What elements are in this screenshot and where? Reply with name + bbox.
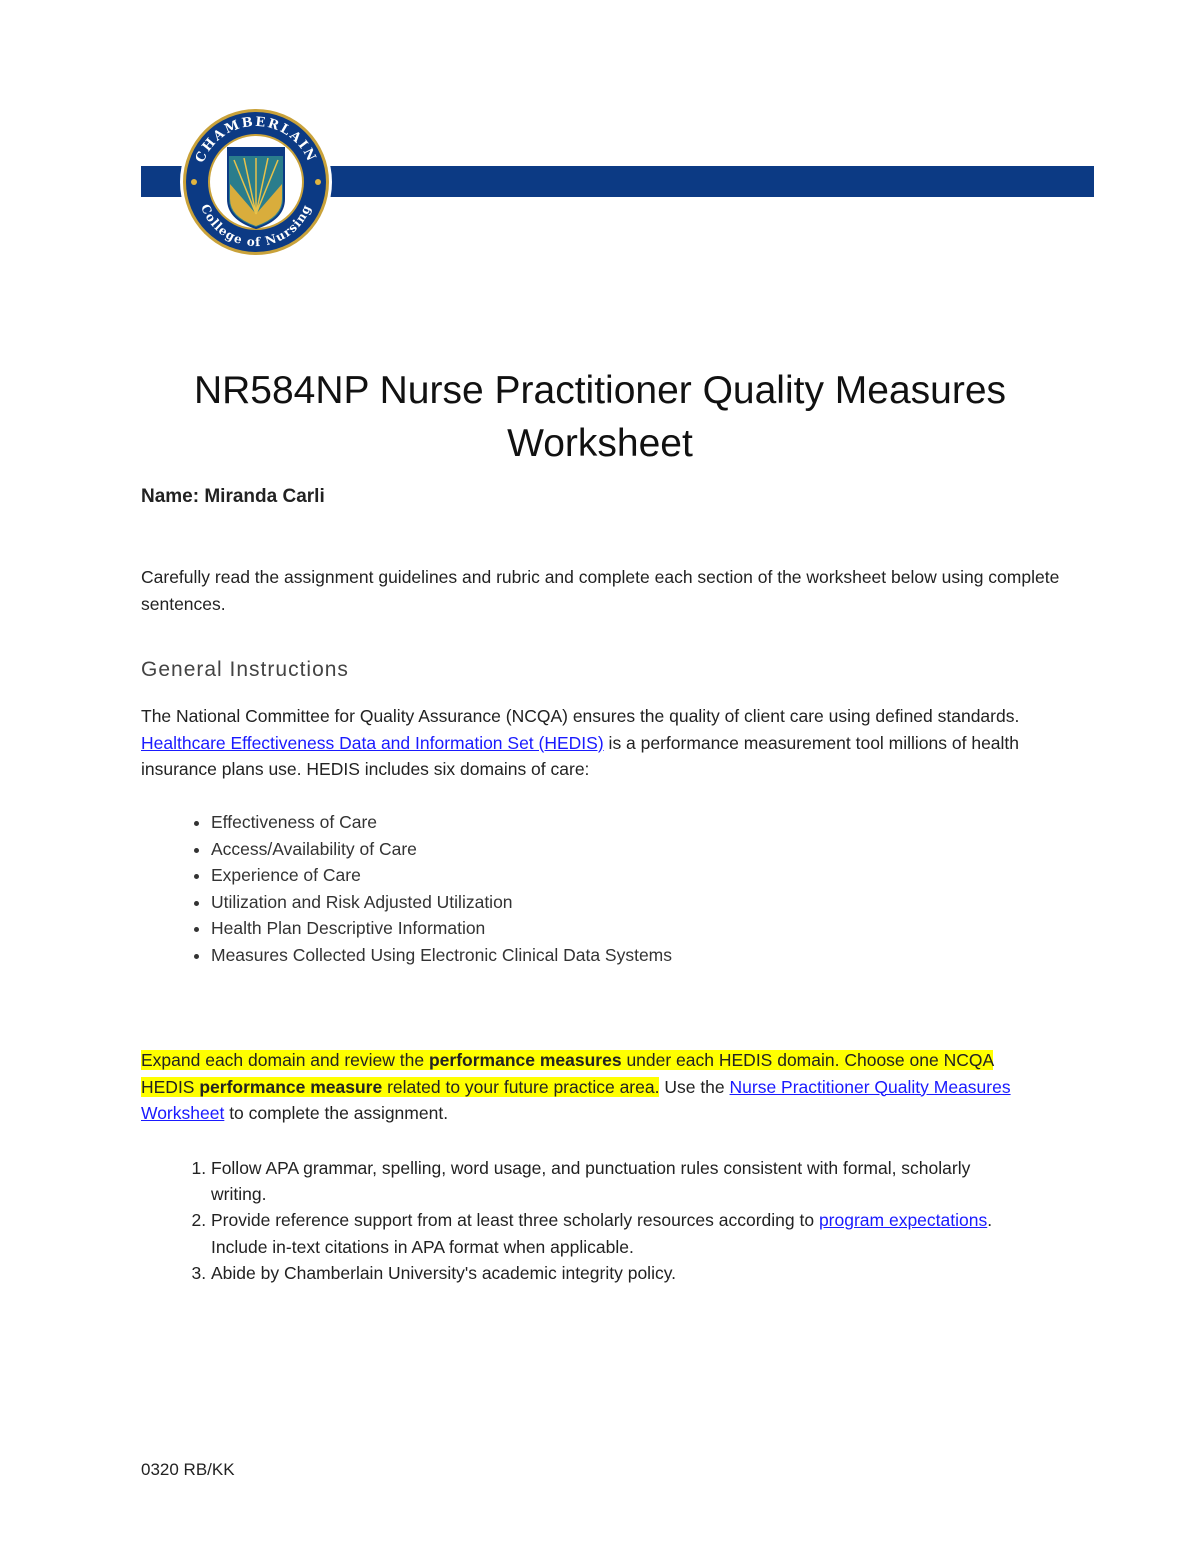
- list-item: Follow APA grammar, spelling, word usage…: [211, 1155, 1011, 1207]
- list-item: Provide reference support from at least …: [211, 1207, 1011, 1259]
- task-paragraph: Expand each domain and review the perfor…: [141, 1050, 1011, 1124]
- chamberlain-logo: CHAMBERLAIN College of Nursing: [180, 106, 332, 258]
- hedis-link[interactable]: Healthcare Effectiveness Data and Inform…: [141, 732, 604, 753]
- title-line-2: Worksheet: [507, 422, 693, 465]
- intro-paragraph: Carefully read the assignment guidelines…: [141, 567, 1060, 614]
- student-name: Name: Miranda Carli: [141, 486, 325, 507]
- domains-list: Effectiveness of Care Access/Availabilit…: [141, 809, 672, 969]
- requirements-list: Follow APA grammar, spelling, word usage…: [141, 1155, 1011, 1286]
- instructions-paragraph: The National Committee for Quality Assur…: [141, 706, 1020, 779]
- footer-code: 0320 RB/KK: [141, 1460, 235, 1479]
- title-line-1: NR584NP Nurse Practitioner Quality Measu…: [193, 369, 1007, 412]
- list-item: Measures Collected Using Electronic Clin…: [211, 942, 672, 969]
- list-item: Effectiveness of Care: [211, 809, 672, 836]
- list-item: Abide by Chamberlain University's academ…: [211, 1260, 1011, 1286]
- program-expectations-link[interactable]: program expectations: [818, 1210, 988, 1231]
- worksheet-link[interactable]: Nurse Practitioner Quality Measures Work…: [141, 1076, 1011, 1124]
- list-item: Experience of Care: [211, 862, 672, 889]
- list-item: Utilization and Risk Adjusted Utilizatio…: [211, 889, 672, 916]
- section-heading: General Instructions: [141, 658, 349, 681]
- page-title: NR584NP Nurse Practitioner Quality Measu…: [0, 364, 1200, 470]
- list-item: Health Plan Descriptive Information: [211, 915, 672, 942]
- list-item: Access/Availability of Care: [211, 836, 672, 863]
